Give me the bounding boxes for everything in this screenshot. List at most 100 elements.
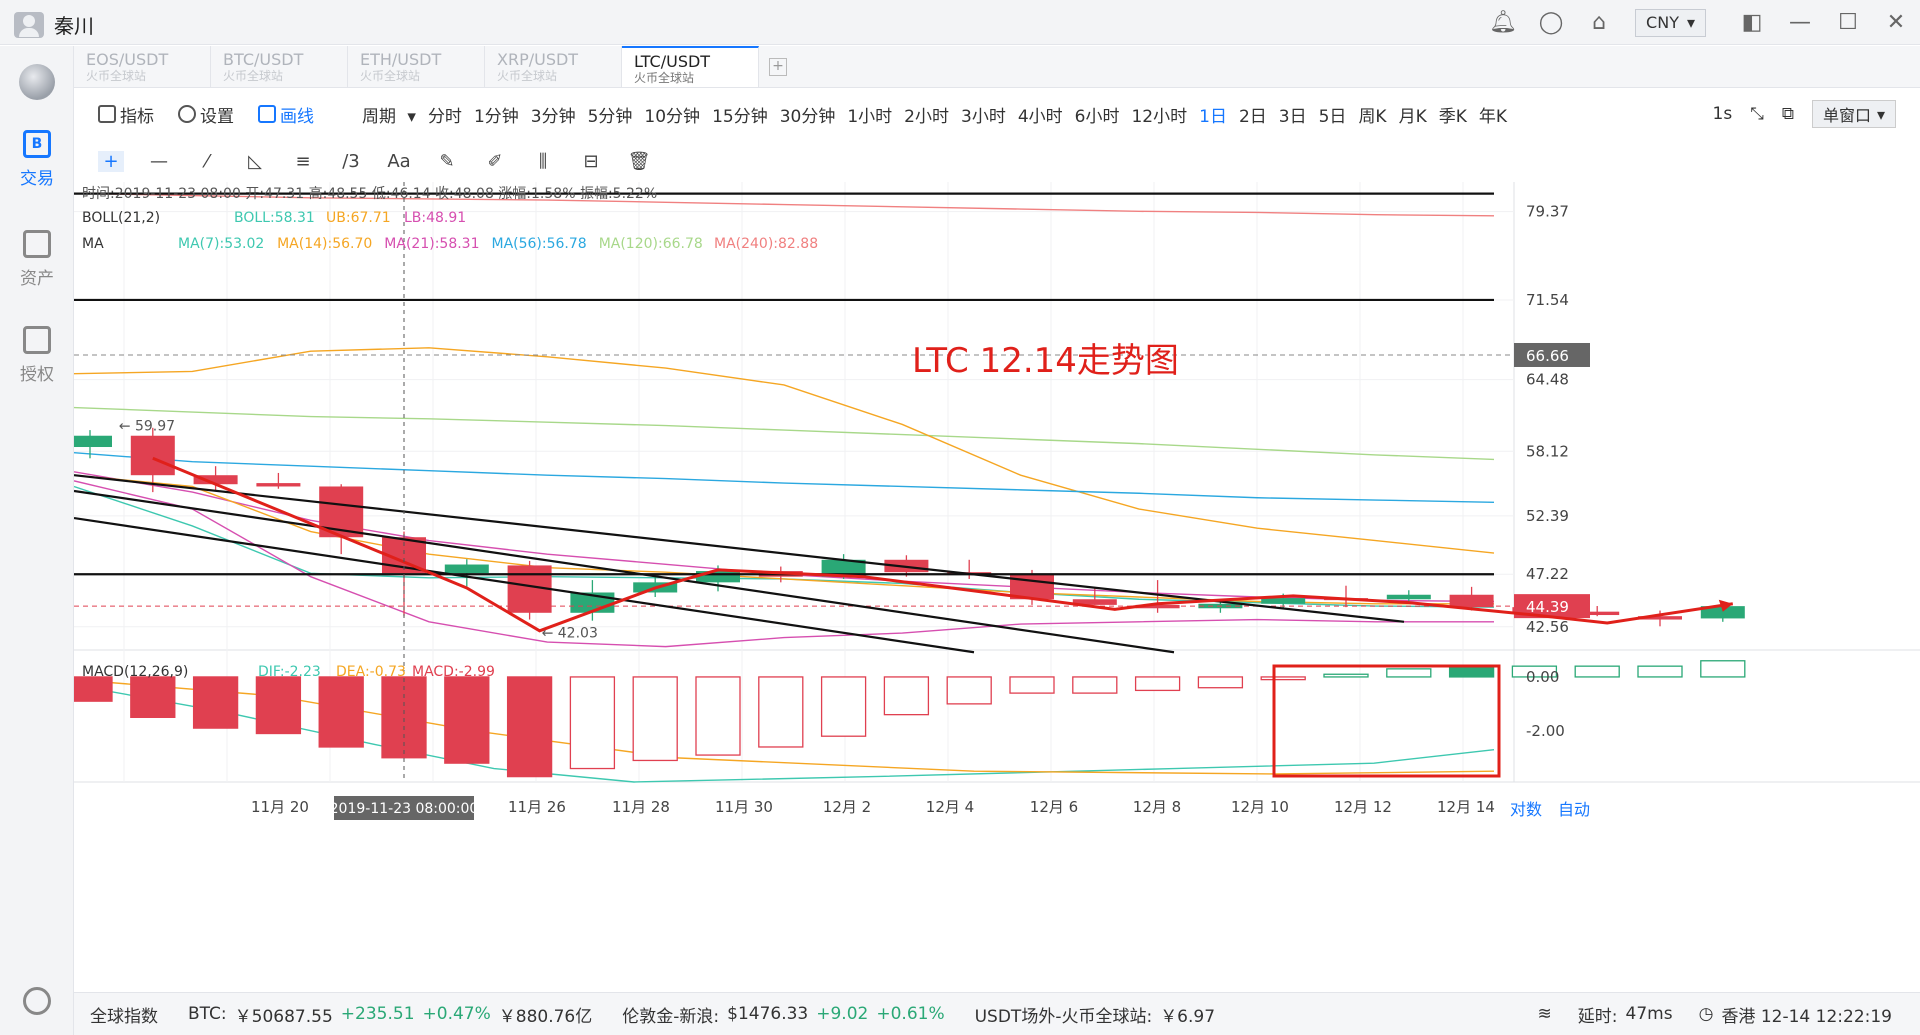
period-6[interactable]: 30分钟 <box>779 106 836 127</box>
draw-tool-0-icon[interactable]: + <box>98 150 124 172</box>
sidebar-item-auth[interactable]: 授权 <box>0 326 74 385</box>
period-16[interactable]: 5日 <box>1318 106 1347 127</box>
trend-line <box>73 474 1405 623</box>
draw-tool-2-icon[interactable]: ⁄ <box>205 150 209 172</box>
global-index-button[interactable]: 全球指数 <box>90 1006 158 1027</box>
sidebar-item-trade[interactable]: B 交易 <box>0 130 74 189</box>
period-5[interactable]: 15分钟 <box>712 106 768 127</box>
macd-bar <box>1386 668 1432 678</box>
period-8[interactable]: 2小时 <box>904 106 949 127</box>
user-profile[interactable]: 秦川 <box>14 10 94 39</box>
draw-tool-4-icon[interactable]: ≡ <box>295 150 311 172</box>
add-tab-button[interactable]: + <box>769 58 787 76</box>
period-dropdown[interactable]: 周期 ▾ <box>350 102 422 127</box>
period-17[interactable]: 周K <box>1358 106 1387 127</box>
btc-price: ￥50687.55 <box>234 1006 333 1027</box>
draw-button[interactable]: 画线 <box>258 102 314 127</box>
period-1[interactable]: 1分钟 <box>473 106 519 127</box>
log-scale-toggle[interactable]: 对数 <box>1510 800 1542 819</box>
price-tick-label: 64.48 <box>1526 371 1569 389</box>
draw-tool-9-icon[interactable]: ⫼ <box>538 150 548 172</box>
layout-icon[interactable]: ◧ <box>1741 10 1763 35</box>
close-icon[interactable]: ✕ <box>1886 10 1906 35</box>
period-9[interactable]: 3小时 <box>961 106 1006 127</box>
settings-icon[interactable] <box>23 987 51 1015</box>
ma-name: MA <box>82 236 104 252</box>
period-list: 周期 ▾ 分时 1分钟 3分钟 5分钟 10分钟 15分钟 30分钟 1小时 2小时 3小时 4小时… <box>350 102 1513 127</box>
draw-tool-7-icon[interactable]: ✎ <box>439 150 455 172</box>
period-0[interactable]: 分时 <box>427 106 462 127</box>
popout-icon[interactable]: ⧉ <box>1781 104 1794 124</box>
macd-bar <box>569 676 616 770</box>
draw-tool-11-icon[interactable]: 🗑 <box>627 150 651 172</box>
period-10[interactable]: 4小时 <box>1017 106 1063 127</box>
settings-button[interactable]: 设置 <box>178 102 234 127</box>
fullscreen-icon[interactable]: ⤡ <box>1750 104 1764 124</box>
draw-tool-3-icon[interactable]: ◺ <box>248 150 262 172</box>
maximize-icon[interactable]: ☐ <box>1838 10 1858 35</box>
period-18[interactable]: 月K <box>1398 106 1427 127</box>
draw-label: 画线 <box>280 106 314 127</box>
period-20[interactable]: 年K <box>1478 106 1508 127</box>
location-time: 香港 12-14 12:22:19 <box>1721 1006 1892 1027</box>
macd-bar <box>318 676 364 748</box>
date-label: 11月 28 <box>612 798 670 816</box>
draw-tool-6-icon[interactable]: Aa <box>387 150 411 172</box>
indicator-button[interactable]: 指标 <box>98 102 154 127</box>
sidebar-item-label: 授权 <box>20 365 54 385</box>
draw-tool-10-icon[interactable]: ⊟ <box>583 150 599 172</box>
period-12[interactable]: 12小时 <box>1131 106 1188 127</box>
tab-eth[interactable]: ETH/USDT 火币全球站 <box>348 46 485 87</box>
period-4[interactable]: 10分钟 <box>644 106 701 127</box>
period-15[interactable]: 3日 <box>1278 106 1307 127</box>
macd-bar <box>1260 676 1306 681</box>
period-14[interactable]: 2日 <box>1238 106 1267 127</box>
gold-label: 伦敦金-新浪: <box>622 1006 720 1027</box>
sidebar-item-assets[interactable]: 资产 <box>0 230 74 289</box>
draw-tool-8-icon[interactable]: ✐ <box>487 150 503 172</box>
date-label: 12月 12 <box>1334 798 1392 816</box>
pencil-icon <box>258 105 276 123</box>
ma7-line <box>73 485 1495 608</box>
period-11[interactable]: 6小时 <box>1074 106 1120 127</box>
candle-body <box>1261 598 1306 604</box>
tab-exchange: 火币全球站 <box>360 69 421 83</box>
currency-select[interactable]: CNY ▾ <box>1635 8 1706 37</box>
tab-ltc[interactable]: LTC/USDT 火币全球站 <box>622 46 759 87</box>
window-mode-select[interactable]: 单窗口 ▾ <box>1811 100 1896 128</box>
shirt-icon[interactable]: ⌂ <box>1592 10 1607 35</box>
draw-tool-1-icon[interactable]: — <box>150 150 168 172</box>
tab-pair: EOS/USDT <box>86 50 169 69</box>
chat-icon[interactable]: ◯ <box>1538 10 1564 35</box>
macd-bar <box>1323 673 1369 678</box>
period-3[interactable]: 5分钟 <box>587 106 633 127</box>
tab-btc[interactable]: BTC/USDT 火币全球站 <box>211 46 348 87</box>
period-label: 周期 <box>362 106 396 127</box>
macd-bar <box>695 676 741 756</box>
date-label: 12月 14 <box>1437 798 1495 816</box>
wallet-icon <box>23 230 51 258</box>
price-chart[interactable]: 79.37 71.54 64.48 58.12 52.39 47.22 42.56 0.00 -… <box>67 182 1920 992</box>
price-tick-label: 47.22 <box>1526 565 1569 583</box>
period-2[interactable]: 3分钟 <box>530 106 576 127</box>
ma-value: MA(120):66.78 <box>599 236 703 252</box>
draw-tool-5-icon[interactable]: /3 <box>342 150 360 172</box>
status-bar: 全球指数 BTC: ￥50687.55 +235.51 +0.47% ￥880.… <box>74 992 1920 1035</box>
minimize-icon[interactable]: — <box>1789 10 1811 35</box>
date-label: 12月 10 <box>1231 798 1289 816</box>
bell-icon[interactable]: 🔔︎ <box>1489 10 1518 35</box>
refresh-rate[interactable]: 1s <box>1712 104 1733 124</box>
ohlc-info-line: 时间:2019-11-23 08:00 开:47.31 高:48.55 低:46… <box>82 185 657 202</box>
period-7[interactable]: 1小时 <box>847 106 893 127</box>
chart-area[interactable]: 79.37 71.54 64.48 58.12 52.39 47.22 42.56 0.00 -… <box>67 182 1920 992</box>
period-13[interactable]: 1日 <box>1199 106 1227 127</box>
indicator-label: 指标 <box>120 106 154 127</box>
period-19[interactable]: 季K <box>1438 106 1467 127</box>
tab-eos[interactable]: EOS/USDT 火币全球站 <box>74 46 211 87</box>
macd-dea: DEA:-0.73 <box>336 664 406 680</box>
tab-xrp[interactable]: XRP/USDT 火币全球站 <box>485 46 622 87</box>
candle-body <box>1575 611 1620 616</box>
candle-body <box>1638 616 1682 620</box>
boll-ub-line <box>73 347 1495 554</box>
auto-scale-toggle[interactable]: 自动 <box>1558 800 1590 819</box>
